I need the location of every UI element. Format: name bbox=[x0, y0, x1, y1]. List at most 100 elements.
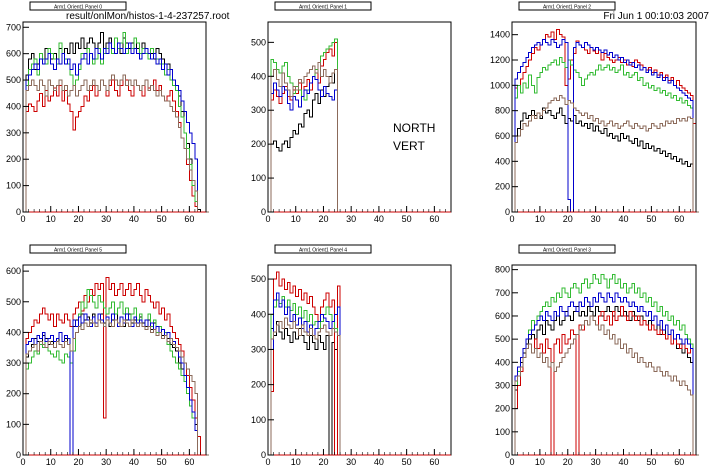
series-black bbox=[512, 107, 699, 213]
series-black bbox=[268, 320, 343, 456]
y-tick-label: 300 bbox=[6, 128, 21, 138]
panel-title-box bbox=[29, 1, 127, 11]
panel-title: Arm1 Orient1 Panel 4 bbox=[299, 248, 347, 254]
file-path-header: result/onlMon/histos-1-4-237257.root bbox=[66, 11, 230, 22]
y-tick-label: 1000 bbox=[490, 80, 510, 90]
x-tick-label: 20 bbox=[563, 457, 573, 467]
series-brown bbox=[23, 74, 209, 213]
x-tick-label: 40 bbox=[374, 214, 384, 224]
x-tick-label: 50 bbox=[157, 214, 167, 224]
y-tick-label: 400 bbox=[251, 309, 266, 319]
x-tick-label: 0 bbox=[265, 214, 270, 224]
y-tick-label: 0 bbox=[505, 450, 510, 460]
series-green bbox=[512, 57, 699, 213]
x-tick-label: 20 bbox=[73, 457, 83, 467]
series-blue bbox=[23, 42, 209, 213]
x-tick-label: 50 bbox=[646, 214, 656, 224]
y-tick-label: 500 bbox=[495, 334, 510, 344]
x-tick-label: 40 bbox=[619, 457, 629, 467]
y-tick-label: 400 bbox=[251, 71, 266, 81]
panel-title-box bbox=[518, 244, 616, 254]
histogram-panel-1: Arm1 Orient1 Panel 1 0 10 20 30 40 50 60 0 100 200… bbox=[251, 1, 452, 224]
series-blue bbox=[512, 39, 699, 213]
x-tick-label: 50 bbox=[402, 457, 412, 467]
series-blue bbox=[268, 75, 341, 213]
y-tick-label: 0 bbox=[505, 207, 510, 217]
x-tick-label: 60 bbox=[674, 457, 684, 467]
y-tick-label: 400 bbox=[495, 156, 510, 166]
x-tick-label: 0 bbox=[509, 457, 514, 467]
x-tick-label: 30 bbox=[591, 214, 601, 224]
y-tick-label: 500 bbox=[251, 274, 266, 284]
x-tick-label: 10 bbox=[46, 457, 56, 467]
y-tick-label: 200 bbox=[495, 404, 510, 414]
y-tick-label: 600 bbox=[6, 266, 21, 276]
x-tick-label: 20 bbox=[318, 214, 328, 224]
histogram-panel-4: Arm1 Orient1 Panel 4 0 10 20 30 40 50 60 0 100 200… bbox=[251, 244, 452, 467]
panel-title-box bbox=[274, 1, 372, 11]
y-tick-label: 600 bbox=[495, 131, 510, 141]
y-tick-label: 0 bbox=[261, 450, 266, 460]
panel-frame bbox=[267, 21, 452, 213]
y-tick-label: 400 bbox=[6, 101, 21, 111]
y-tick-label: 200 bbox=[251, 139, 266, 149]
y-tick-label: 200 bbox=[6, 389, 21, 399]
x-tick-label: 30 bbox=[591, 457, 601, 467]
series-brown bbox=[268, 317, 343, 456]
panel-title: Arm1 Orient1 Panel 0 bbox=[54, 5, 102, 11]
x-tick-label: 10 bbox=[46, 214, 56, 224]
x-tick-label: 20 bbox=[318, 457, 328, 467]
y-tick-label: 100 bbox=[251, 415, 266, 425]
x-tick-label: 20 bbox=[563, 214, 573, 224]
north-label: NORTH bbox=[393, 121, 436, 135]
date-header: Fri Jun 1 00:10:03 2007 bbox=[603, 11, 709, 22]
y-tick-label: 500 bbox=[6, 75, 21, 85]
y-tick-label: 1200 bbox=[490, 55, 510, 65]
y-tick-label: 400 bbox=[495, 357, 510, 367]
y-tick-label: 0 bbox=[261, 207, 266, 217]
x-tick-label: 10 bbox=[291, 214, 301, 224]
series-green bbox=[268, 38, 341, 213]
series-black bbox=[268, 69, 341, 213]
x-tick-label: 60 bbox=[184, 214, 194, 224]
panel-title: Arm1 Orient1 Panel 1 bbox=[299, 5, 347, 11]
y-tick-label: 800 bbox=[495, 106, 510, 116]
x-tick-label: 30 bbox=[101, 457, 111, 467]
y-tick-label: 700 bbox=[6, 22, 21, 32]
y-tick-label: 500 bbox=[6, 297, 21, 307]
y-tick-label: 0 bbox=[16, 450, 21, 460]
x-tick-label: 30 bbox=[346, 214, 356, 224]
histogram-panel-5: Arm1 Orient1 Panel 30 10 20 30 40 50 600100200… bbox=[495, 244, 699, 467]
x-tick-label: 40 bbox=[374, 457, 384, 467]
x-tick-label: 30 bbox=[101, 214, 111, 224]
y-tick-label: 200 bbox=[6, 154, 21, 164]
x-tick-label: 50 bbox=[646, 457, 656, 467]
y-tick-label: 200 bbox=[495, 182, 510, 192]
vert-label: VERT bbox=[393, 139, 425, 153]
x-tick-label: 20 bbox=[73, 214, 83, 224]
x-tick-label: 10 bbox=[291, 457, 301, 467]
panel-frame bbox=[511, 264, 697, 456]
y-tick-label: 600 bbox=[495, 311, 510, 321]
series-brown bbox=[512, 95, 699, 213]
histogram-panel-2: Arm1 Orient1 Panel 20 10 20 30 40 50 600200400… bbox=[490, 1, 699, 224]
x-tick-label: 0 bbox=[20, 457, 25, 467]
y-tick-label: 100 bbox=[251, 173, 266, 183]
series-green bbox=[23, 32, 209, 213]
x-tick-label: 0 bbox=[509, 214, 514, 224]
x-tick-label: 10 bbox=[535, 457, 545, 467]
y-tick-label: 200 bbox=[251, 380, 266, 390]
panel-title: Arm1 Orient1 Panel 2 bbox=[543, 5, 591, 11]
y-tick-label: 600 bbox=[6, 49, 21, 59]
y-tick-label: 500 bbox=[251, 37, 266, 47]
x-tick-label: 60 bbox=[674, 214, 684, 224]
y-tick-label: 300 bbox=[251, 344, 266, 354]
x-tick-label: 40 bbox=[619, 214, 629, 224]
x-tick-label: 10 bbox=[535, 214, 545, 224]
series-green bbox=[512, 273, 699, 456]
panel-title-box bbox=[29, 244, 127, 254]
x-tick-label: 30 bbox=[346, 457, 356, 467]
series-brown bbox=[268, 62, 341, 213]
histogram-panel-0: Arm1 Orient1 Panel 00 10 20 30 40 50 600100200… bbox=[6, 1, 209, 224]
